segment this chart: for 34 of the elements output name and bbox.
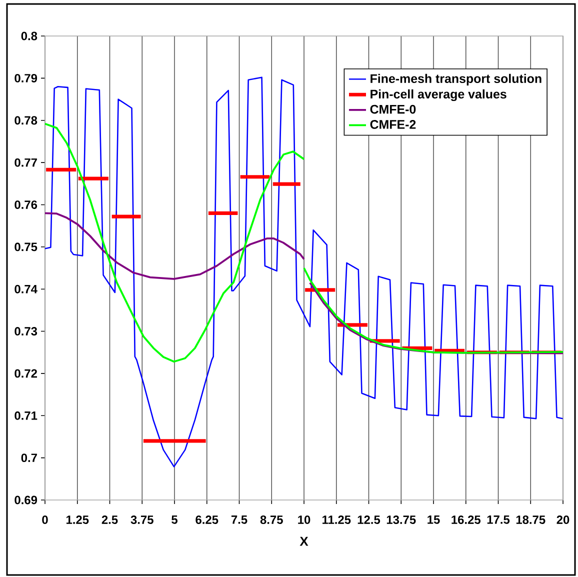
y-tick-label: 0.77 — [14, 158, 37, 167]
y-tick-label: 0.71 — [14, 411, 38, 420]
y-tick-label: 0.73 — [14, 327, 38, 336]
y-tick-label: 0.72 — [14, 369, 37, 378]
y-tick-label: 0.7 — [21, 454, 37, 462]
legend-label: CMFE-0 — [370, 104, 416, 114]
x-tick-label: 17.5 — [487, 516, 510, 524]
x-tick-label: 5 — [172, 516, 178, 524]
legend-label: CMFE-2 — [370, 120, 416, 129]
x-tick-label: 12.5 — [358, 516, 380, 524]
y-tick-label: 0.79 — [14, 74, 38, 82]
y-tick-label: 0.76 — [14, 200, 38, 209]
legend-label: Pin-cell average values — [370, 89, 506, 102]
y-tick-label: 0.69 — [14, 496, 38, 504]
x-tick-label: 20 — [556, 516, 570, 524]
y-tick-label: 0.74 — [14, 284, 38, 294]
x-tick-label: 1.25 — [66, 516, 89, 524]
x-tick-label: 10 — [298, 516, 310, 524]
x-tick-label: 7.5 — [231, 516, 248, 524]
x-axis-title: X — [300, 536, 308, 546]
x-tick-label: 18.75 — [516, 516, 546, 524]
x-tick-label: 0 — [42, 516, 48, 524]
x-tick-label: 13.75 — [386, 516, 416, 524]
x-tick-label: 11.25 — [322, 516, 351, 524]
x-tick-label: 3.75 — [130, 516, 154, 524]
x-tick-label: 8.75 — [260, 516, 283, 524]
x-tick-label: 6.25 — [196, 516, 218, 524]
x-tick-label: 15 — [428, 516, 440, 524]
y-tick-label: 0.78 — [14, 116, 38, 125]
y-tick-label: 0.8 — [21, 32, 38, 40]
x-tick-label: 16.25 — [452, 516, 480, 524]
y-tick-label: 0.75 — [14, 242, 38, 252]
legend-label: Fine-mesh transport solution — [370, 74, 542, 86]
x-tick-label: 2.5 — [102, 516, 118, 524]
